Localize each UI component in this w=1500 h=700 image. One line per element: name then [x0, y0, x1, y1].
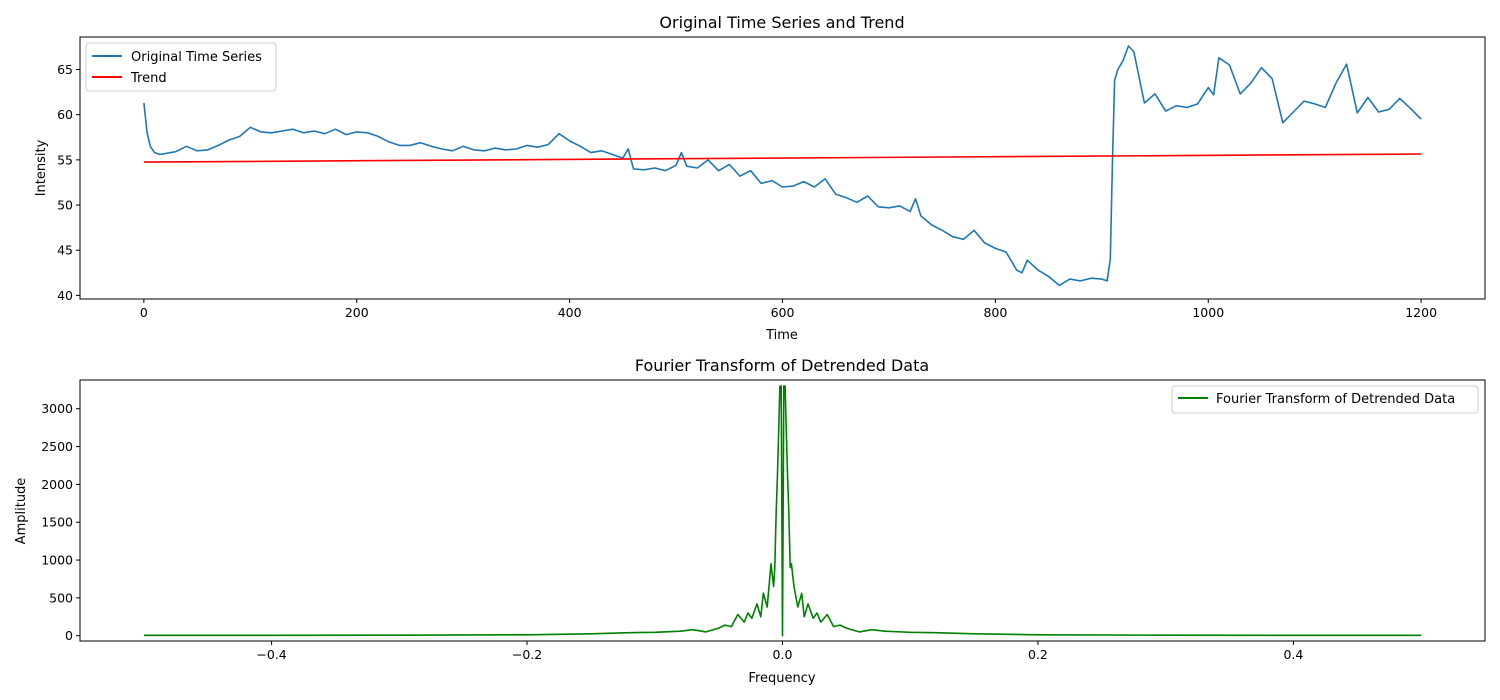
- x-tick-label: 600: [771, 305, 795, 320]
- bottom-legend-box: [1171, 385, 1479, 414]
- legend-label-original: Original Time Series: [131, 50, 262, 65]
- x-tick-label: 0.2: [1028, 647, 1048, 662]
- series-line-1-0: [143, 385, 1422, 637]
- bottom-plot-area: [143, 385, 1422, 637]
- bottom-chart-title: Fourier Transform of Detrended Data: [635, 356, 929, 375]
- bottom-x-axis-label: Frequency: [748, 671, 815, 686]
- x-tick-label: 200: [345, 305, 369, 320]
- series-line-0-1: [143, 153, 1422, 163]
- x-tick-label: 0: [140, 305, 148, 320]
- x-tick-label: 800: [983, 305, 1007, 320]
- top-chart-title: Original Time Series and Trend: [659, 13, 904, 32]
- legend-label-fourier: Fourier Transform of Detrended Data: [1216, 392, 1455, 407]
- x-tick-label: 1200: [1405, 305, 1437, 320]
- y-tick-label: 45: [57, 243, 73, 258]
- top-y-axis-label: Intensity: [34, 139, 49, 196]
- top-axes-frame: [79, 36, 1486, 300]
- y-tick-label: 55: [57, 152, 73, 167]
- x-tick-label: 0.4: [1283, 647, 1303, 662]
- top-ticks: 0 200 400 600 800 1000 1200 40 45 50 55 60 65: [57, 62, 1437, 320]
- y-tick-label: 3000: [41, 401, 73, 416]
- x-tick-label: 1000: [1192, 305, 1224, 320]
- y-tick-label: 0: [65, 628, 73, 643]
- y-tick-label: 1000: [41, 553, 73, 568]
- x-tick-label: −0.4: [256, 647, 286, 662]
- bottom-legend: Fourier Transform of Detrended Data: [1171, 385, 1479, 414]
- top-x-axis-label: Time: [765, 328, 798, 343]
- legend-label-trend: Trend: [130, 71, 167, 86]
- top-subplot: Original Time Series and Trend 0 200 400 60…: [34, 13, 1486, 343]
- y-tick-label: 50: [57, 198, 73, 213]
- y-tick-label: 1500: [41, 515, 73, 530]
- top-legend-box: [85, 42, 277, 92]
- bottom-y-axis-label: Amplitude: [14, 478, 29, 545]
- top-plot-area: [143, 45, 1422, 287]
- y-tick-label: 40: [57, 288, 73, 303]
- x-tick-label: 0.0: [773, 647, 793, 662]
- series-line-0-0: [143, 45, 1422, 287]
- bottom-subplot: Fourier Transform of Detrended Data −0.4…: [14, 356, 1486, 686]
- y-tick-label: 65: [57, 62, 73, 77]
- x-tick-label: 400: [558, 305, 582, 320]
- x-tick-label: −0.2: [512, 647, 542, 662]
- top-legend: Original Time Series Trend: [85, 42, 277, 92]
- bottom-ticks: −0.4 −0.2 0.0 0.2 0.4 0 500 1000 1500 2000 2500 300…: [41, 401, 1303, 662]
- y-tick-label: 500: [49, 590, 73, 605]
- y-tick-label: 60: [57, 107, 73, 122]
- y-tick-label: 2000: [41, 477, 73, 492]
- y-tick-label: 2500: [41, 439, 73, 454]
